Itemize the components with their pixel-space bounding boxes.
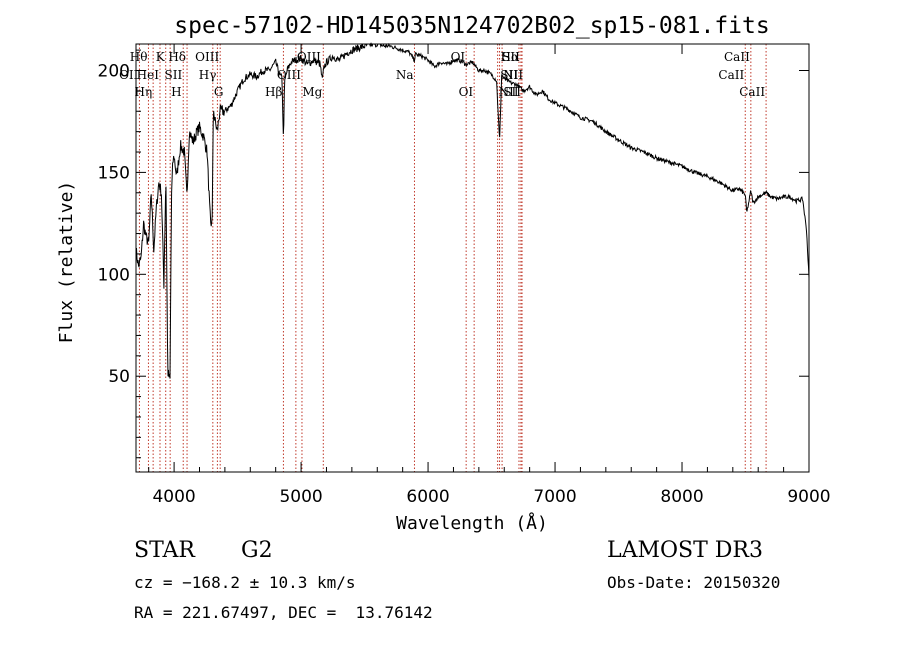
spectral-line-labels: OIIHθHηHeIKSIIHHδGHγOIIIHβOIIIOIIIMgNaOI… [119,50,765,99]
line-label-26: CaII [739,85,765,99]
flux-series-line [135,42,810,379]
line-label-24: CaII [718,68,744,82]
line-label-15: Na [396,68,414,82]
x-tick-label-2: 6000 [406,487,449,507]
observation-date: Obs-Date: 20150320 [607,573,781,592]
flux-series-group [135,42,810,379]
x-tick-label-0: 4000 [152,487,195,507]
spectral-line-markers [138,44,767,472]
y-tick-label-1: 100 [98,265,130,285]
axes: 4000 5000 6000 7000 8000 9000 50 100 150 200 [98,44,831,507]
line-label-13: OIII [277,68,301,82]
spectral-subclass: G2 [241,538,273,563]
line-label-0: OII [119,68,139,82]
line-label-25: CaII [724,50,750,64]
line-label-3: HeI [137,68,160,82]
redshift-velocity: cz = −168.2 ± 10.3 km/s [134,573,356,592]
line-label-1: Hθ [130,50,148,64]
line-label-4: K [156,50,166,64]
x-tick-label-3: 7000 [533,487,576,507]
plot-frame [135,43,810,473]
line-label-9: Hγ [199,68,217,82]
line-label-19: Hα [501,50,520,64]
survey-name: LAMOST DR3 [607,538,763,563]
x-tick-label-4: 8000 [660,487,703,507]
line-label-11: Hβ [265,85,282,99]
line-label-17: OI [459,85,474,99]
line-label-7: Hδ [168,50,186,64]
x-tick-label-1: 5000 [279,487,322,507]
line-label-14: Mg [302,85,322,99]
line-label-6: H [171,85,181,99]
y-tick-label-0: 50 [108,367,130,387]
x-tick-label-5: 9000 [787,487,830,507]
object-type: STAR [134,538,195,563]
line-label-8: G [214,85,224,99]
line-label-18: NII [499,85,519,99]
chart-title: spec-57102-HD145035N124702B02_sp15-081.f… [174,13,769,39]
line-label-20: NII [503,68,523,82]
line-label-2: Hη [134,85,152,99]
line-label-5: SII [165,68,183,82]
line-label-22: SII [502,50,520,64]
line-label-10: OIII [195,50,219,64]
x-axis-label: Wavelength (Å) [396,512,548,534]
y-axis-label: Flux (relative) [56,181,77,344]
coordinates: RA = 221.67497, DEC = 13.76142 [134,603,433,622]
y-tick-label-2: 150 [98,163,130,183]
y-tick-label-3: 200 [98,61,130,81]
